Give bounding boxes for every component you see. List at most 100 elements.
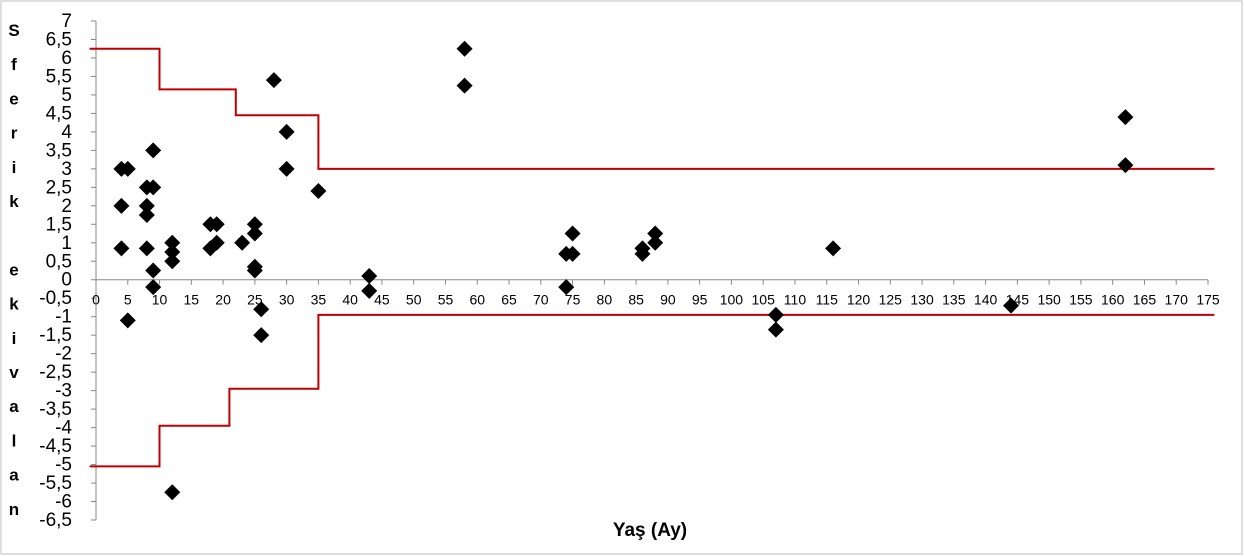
data-point [1117,157,1134,174]
data-point [113,197,130,214]
y-tick-label: 4 [61,122,72,143]
y-tick-label: 0 [61,270,72,291]
x-tick-label: 135 [942,292,966,308]
x-tick-label: 160 [1101,292,1125,308]
x-tick-label: 5 [124,292,132,308]
y-tick-label: 6 [61,48,72,69]
data-point [164,253,181,270]
y-tick-label: -2,5 [39,362,72,383]
x-tick-label: 100 [720,292,744,308]
data-point [564,245,581,262]
y-tick-label: -5 [55,455,72,476]
x-tick-label: 130 [910,292,934,308]
y-tick-label: -6 [55,492,72,513]
data-point [208,234,225,251]
reference-limit-lines [89,47,1215,468]
x-tick-labels: 0 5 10 15 20 25 30 35 40 45 50 55 60 65 70 75 80 85 90 95 10… [92,292,1220,308]
y-tick-label: -6,5 [39,510,72,531]
data-point [145,279,162,296]
x-tick-label: 0 [92,292,100,308]
y-tick-label: 3,5 [46,140,72,161]
lower-limit-line [89,313,1215,468]
x-tick-label: 110 [784,292,807,308]
y-tick-label: 5,5 [46,66,72,87]
y-tick-label: -4,5 [39,436,72,457]
data-point [456,77,473,94]
x-tick-label: 20 [215,292,231,308]
data-point [361,268,378,285]
x-tick-label: 165 [1133,292,1157,308]
data-point [647,234,664,251]
data-point [234,234,251,251]
y-label-letter: e [9,89,18,108]
y-label-letter: i [12,329,17,348]
x-tick-label: 95 [692,292,708,308]
x-tick-label: 70 [533,292,549,308]
y-tick-label: 1 [61,233,72,254]
data-point [253,301,270,318]
data-point [647,225,664,242]
data-point [138,207,155,224]
x-tick-label: 120 [847,292,871,308]
x-tick-label: 115 [816,292,839,308]
data-point [278,160,295,177]
x-tick-label: 35 [311,292,327,308]
data-point [767,306,784,323]
data-point [246,225,263,242]
data-point [164,234,181,251]
x-tick-label: 75 [565,292,581,308]
x-tick-label: 60 [469,292,485,308]
x-axis-label: Yaş (Ay) [613,520,687,541]
x-tick-label: 90 [660,292,676,308]
y-tick-label: 6,5 [46,29,72,50]
data-point [138,240,155,257]
x-tick-label: 55 [438,292,454,308]
data-point [265,72,282,89]
data-point [456,40,473,57]
x-tick-label: 50 [406,292,422,308]
x-tick-label: 85 [628,292,644,308]
axes [91,20,1209,521]
y-label-letter: a [9,397,19,416]
x-tick-label: 15 [184,292,200,308]
y-tick-label: -2 [55,344,72,365]
x-tick-label: 155 [1069,292,1093,308]
data-point [113,240,130,257]
y-label-letter: a [9,466,19,485]
y-tick-label: 4,5 [46,103,72,124]
data-point [145,179,162,196]
x-tick-label: 105 [752,292,776,308]
data-point [1003,297,1020,314]
data-point [208,216,225,233]
data-point [119,312,136,329]
y-label-letter: l [12,431,17,450]
x-tick-label: 80 [597,292,613,308]
data-point [164,244,181,261]
data-point [310,183,327,200]
x-tick-label: 150 [1037,292,1061,308]
data-point [253,327,270,344]
x-tick-label: 10 [152,292,168,308]
y-tick-label: -5,5 [39,473,72,494]
data-point [767,321,784,338]
y-label-letter: n [9,500,19,519]
x-tick-label: 125 [879,292,903,308]
y-label-letter: i [12,158,17,177]
y-label-letter: v [9,363,19,382]
data-point [246,262,263,279]
x-tick-label: 170 [1165,292,1189,308]
y-tick-label: -1,5 [39,325,72,346]
y-tick-label: -3 [55,381,72,402]
x-tick-label: 45 [374,292,390,308]
y-label-letter: k [9,192,19,211]
x-tick-label: 140 [974,292,998,308]
data-point [246,216,263,233]
data-point [145,262,162,279]
data-point [558,279,575,296]
y-tick-label: 5 [61,85,72,106]
y-tick-label: 1,5 [46,214,72,235]
y-tick-label: 7 [61,11,72,32]
